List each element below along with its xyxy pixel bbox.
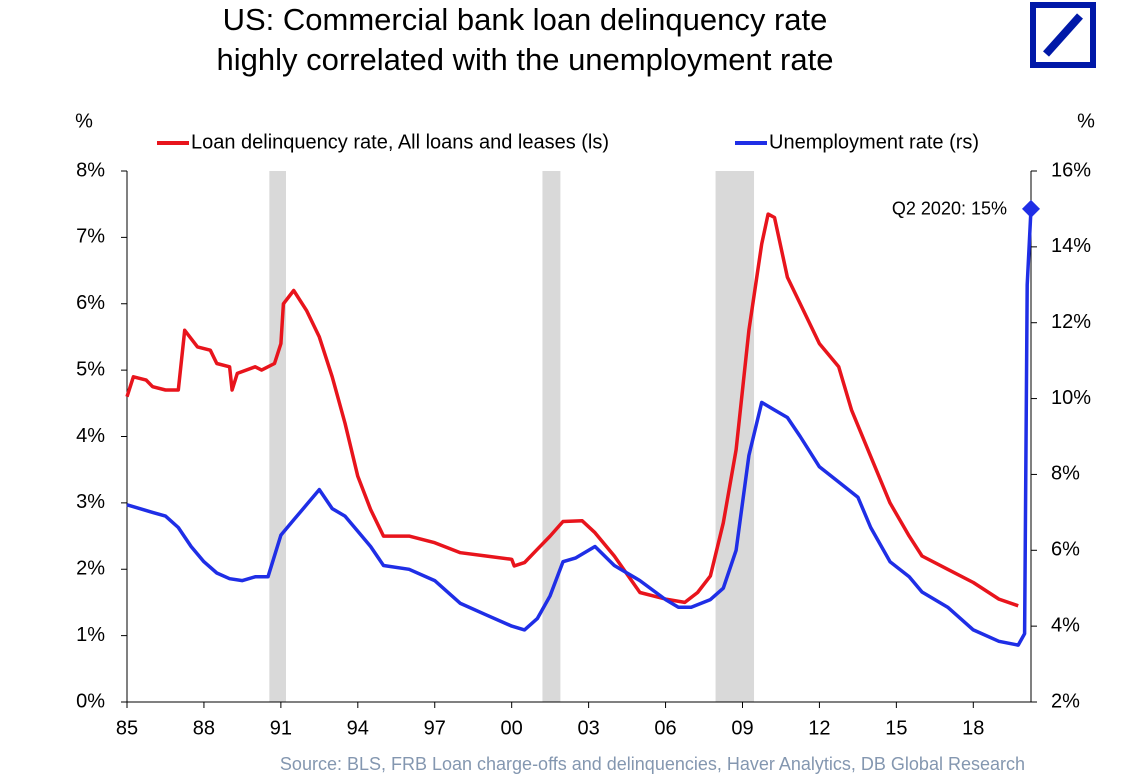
y-tick-label: 5% <box>76 358 105 380</box>
recession-band <box>715 171 755 702</box>
source: Source: BLS, FRB Loan charge-offs and de… <box>280 754 1025 774</box>
x-tick-label: 91 <box>270 717 292 739</box>
x-tick-label: 97 <box>424 717 446 739</box>
y2-tick-label: 14% <box>1051 235 1091 257</box>
x-tick-label: 88 <box>193 717 215 739</box>
chart-title: US: Commercial bank loan delinquency rat… <box>223 2 828 37</box>
y2-tick-label: 4% <box>1051 614 1080 636</box>
chart-title: highly correlated with the unemployment … <box>217 42 834 77</box>
y2-tick-label: 2% <box>1051 690 1080 712</box>
legend-label: Loan delinquency rate, All loans and lea… <box>191 131 609 153</box>
y-tick-label: 6% <box>76 292 105 314</box>
y-axis-label: % <box>75 110 93 132</box>
x-tick-label: 00 <box>501 717 523 739</box>
y2-tick-label: 6% <box>1051 539 1080 561</box>
y-tick-label: 2% <box>76 558 105 580</box>
y-tick-label: 7% <box>76 226 105 248</box>
x-tick-label: 06 <box>654 717 676 739</box>
y2-axis-label: % <box>1077 110 1095 132</box>
recession-band <box>542 171 561 702</box>
annotation: Q2 2020: 15% <box>892 199 1007 219</box>
y-tick-label: 3% <box>76 491 105 513</box>
y-tick-label: 8% <box>76 159 105 181</box>
x-tick-label: 15 <box>885 717 907 739</box>
x-tick-label: 09 <box>731 717 753 739</box>
y2-tick-label: 16% <box>1051 159 1091 181</box>
x-tick-label: 12 <box>808 717 830 739</box>
y-tick-label: 0% <box>76 690 105 712</box>
x-tick-label: 03 <box>577 717 599 739</box>
recession-band <box>269 171 287 702</box>
series-line <box>125 212 1019 608</box>
y-tick-label: 1% <box>76 624 105 646</box>
endpoint-marker <box>1022 199 1040 218</box>
y2-tick-label: 12% <box>1051 311 1091 333</box>
y2-tick-label: 10% <box>1051 387 1091 409</box>
series-line <box>126 208 1033 647</box>
x-tick-label: 18 <box>962 717 984 739</box>
y-tick-label: 4% <box>76 425 105 447</box>
legend-label: Unemployment rate (rs) <box>769 131 979 153</box>
x-tick-label: 85 <box>116 717 138 739</box>
y2-tick-label: 8% <box>1051 463 1080 485</box>
x-tick-label: 94 <box>347 717 369 739</box>
logo <box>1030 2 1096 68</box>
